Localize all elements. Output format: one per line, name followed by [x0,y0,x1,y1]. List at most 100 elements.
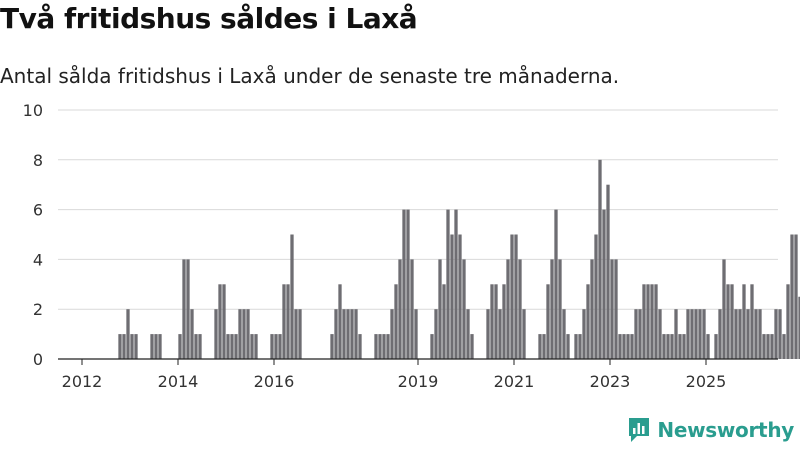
bar[interactable] [546,284,550,359]
bar[interactable] [658,309,662,359]
bar[interactable] [678,334,682,359]
bar[interactable] [798,296,800,359]
bar[interactable] [198,334,202,359]
bar[interactable] [230,334,234,359]
bar[interactable] [670,334,674,359]
bar[interactable] [182,259,186,359]
bar[interactable] [734,309,738,359]
bar[interactable] [778,309,782,359]
bar[interactable] [294,309,298,359]
bar[interactable] [338,284,342,359]
bar[interactable] [646,284,650,359]
bar[interactable] [598,159,602,359]
bar[interactable] [714,334,718,359]
bar[interactable] [454,209,458,359]
bar[interactable] [346,309,350,359]
bar[interactable] [674,309,678,359]
bar[interactable] [178,334,182,359]
bar[interactable] [718,309,722,359]
bar[interactable] [506,259,510,359]
bar[interactable] [662,334,666,359]
bar[interactable] [446,209,450,359]
bar[interactable] [374,334,378,359]
bar[interactable] [430,334,434,359]
bar[interactable] [682,334,686,359]
bar[interactable] [402,209,406,359]
bar[interactable] [242,309,246,359]
bar[interactable] [706,334,710,359]
bar[interactable] [358,334,362,359]
bar[interactable] [602,209,606,359]
bar[interactable] [378,334,382,359]
bar[interactable] [282,284,286,359]
newsworthy-brand[interactable]: Newsworthy [627,414,794,446]
bar[interactable] [382,334,386,359]
bar[interactable] [186,259,190,359]
bar[interactable] [766,334,770,359]
bar[interactable] [754,309,758,359]
bar[interactable] [774,309,778,359]
bar[interactable] [786,284,790,359]
bar[interactable] [386,334,390,359]
bar[interactable] [550,259,554,359]
bar[interactable] [498,309,502,359]
bar[interactable] [126,309,130,359]
bar[interactable] [470,334,474,359]
bar[interactable] [330,334,334,359]
bar[interactable] [738,309,742,359]
bar[interactable] [562,309,566,359]
bar[interactable] [566,334,570,359]
bar[interactable] [614,259,618,359]
bar[interactable] [450,234,454,360]
bar[interactable] [542,334,546,359]
bar[interactable] [610,259,614,359]
bar[interactable] [190,309,194,359]
bar[interactable] [758,309,762,359]
bar[interactable] [794,234,798,360]
bar[interactable] [770,334,774,359]
bar[interactable] [458,234,462,360]
bar[interactable] [522,309,526,359]
bar[interactable] [466,309,470,359]
bar[interactable] [122,334,126,359]
bar[interactable] [746,309,750,359]
bar[interactable] [578,334,582,359]
bar[interactable] [538,334,542,359]
bar[interactable] [130,334,134,359]
bar[interactable] [702,309,706,359]
bar[interactable] [234,334,238,359]
bar[interactable] [574,334,578,359]
bar[interactable] [558,259,562,359]
bar[interactable] [414,309,418,359]
bar[interactable] [150,334,154,359]
bar[interactable] [354,309,358,359]
bar[interactable] [726,284,730,359]
bar[interactable] [222,284,226,359]
bar[interactable] [218,284,222,359]
bar[interactable] [154,334,158,359]
bar[interactable] [298,309,302,359]
bar[interactable] [630,334,634,359]
bar[interactable] [594,234,598,360]
bar[interactable] [390,309,394,359]
bar[interactable] [226,334,230,359]
bar[interactable] [274,334,278,359]
bar[interactable] [686,309,690,359]
bar[interactable] [634,309,638,359]
bar[interactable] [622,334,626,359]
bar[interactable] [654,284,658,359]
bar[interactable] [690,309,694,359]
bar[interactable] [334,309,338,359]
bar[interactable] [742,284,746,359]
bar[interactable] [238,309,242,359]
bar[interactable] [514,234,518,360]
bar[interactable] [350,309,354,359]
bar[interactable] [590,259,594,359]
bar[interactable] [626,334,630,359]
bar[interactable] [278,334,282,359]
bar[interactable] [502,284,506,359]
bar[interactable] [494,284,498,359]
bar[interactable] [618,334,622,359]
bar[interactable] [762,334,766,359]
bar[interactable] [486,309,490,359]
